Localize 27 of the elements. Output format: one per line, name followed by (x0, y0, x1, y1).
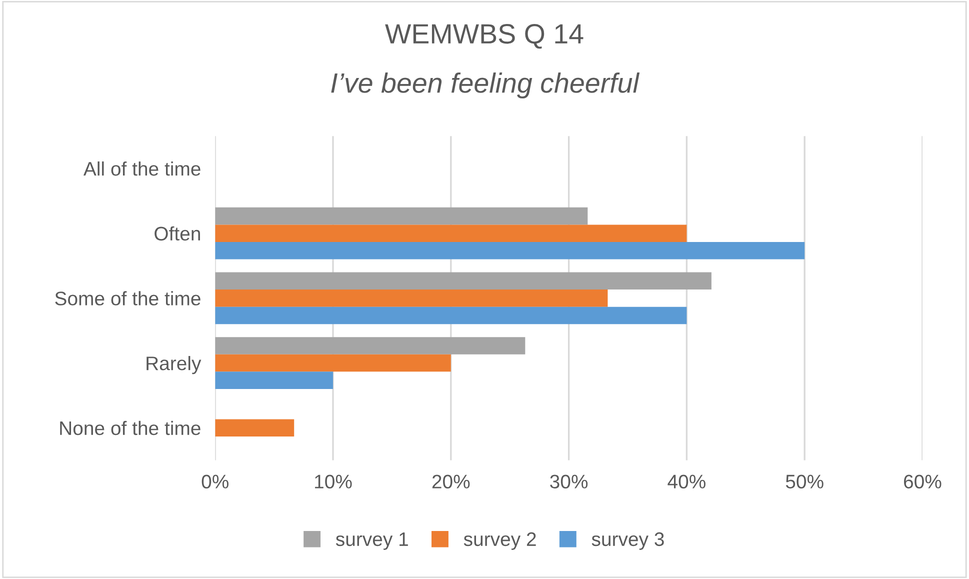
legend-label: survey 2 (464, 532, 536, 550)
x-tick-label: 40% (668, 474, 706, 488)
x-tick-label: 10% (315, 474, 352, 488)
bar (215, 290, 608, 307)
bar (215, 224, 687, 242)
legend-label: survey 1 (336, 532, 408, 550)
y-tick-label: Rarely (146, 356, 202, 374)
legend-label: survey 3 (592, 532, 664, 550)
y-tick-label: Some of the time (55, 291, 200, 306)
x-tick-label: 50% (786, 474, 824, 488)
x-tick-label: 20% (432, 474, 470, 488)
y-tick-label: Often (154, 226, 200, 241)
x-tick-label: 0% (202, 474, 228, 488)
chart-title: WEMWBS Q 14 (385, 24, 584, 49)
x-tick-label: 60% (904, 474, 942, 488)
bar (215, 207, 588, 225)
bar (215, 419, 294, 437)
bar (215, 354, 451, 372)
y-tick-label: All of the time (83, 161, 200, 176)
bar (215, 337, 526, 354)
chart-subtitle: I’ve been feeling cheerful (331, 72, 640, 98)
x-tick-label: 30% (550, 474, 588, 488)
bar (215, 272, 712, 290)
bar (215, 242, 805, 260)
bar (215, 372, 334, 389)
bar (215, 306, 687, 324)
y-tick-label: None of the time (60, 420, 200, 436)
